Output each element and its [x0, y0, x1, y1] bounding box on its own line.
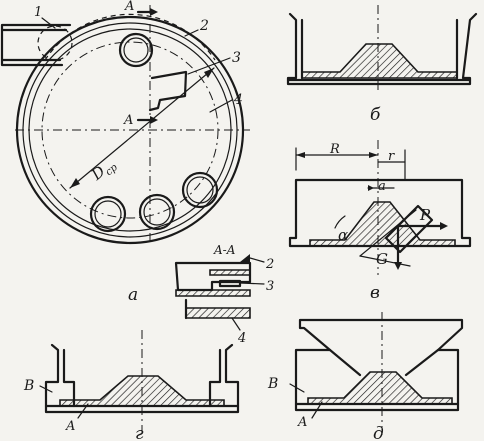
section-a-a: [174, 254, 265, 331]
view-g: [39, 330, 240, 436]
label-part-2: 2: [199, 18, 209, 34]
caption-v: в: [370, 283, 380, 303]
plan-view: [0, 5, 250, 245]
part-on-track: [118, 32, 154, 68]
force-G: G: [376, 250, 388, 268]
view-d: [289, 312, 464, 436]
caption-a: а: [128, 285, 138, 305]
section-marker-mid: A: [123, 113, 133, 128]
section-label-3: 3: [266, 279, 274, 294]
diameter-dim-line: [69, 67, 215, 189]
part-on-track: [89, 195, 127, 233]
section-label-2: 2: [265, 257, 274, 272]
label-A-d: A: [297, 415, 307, 430]
dim-R: R: [329, 142, 340, 157]
feed-chute: [0, 23, 72, 67]
part-on-track: [138, 193, 176, 231]
section-marker-top: A: [124, 0, 134, 14]
caption-d: д: [373, 424, 384, 441]
guide-3: [148, 70, 188, 112]
angle-alpha: α: [338, 226, 348, 244]
label-B-d: B: [267, 376, 278, 392]
force-P: P: [419, 206, 431, 224]
view-v: [288, 140, 472, 275]
view-b: [286, 5, 478, 90]
caption-g: г: [135, 424, 144, 441]
caption-b: б: [370, 105, 381, 125]
label-part-3: 3: [232, 50, 241, 66]
hidden-track: [44, 13, 216, 61]
dim-r: r: [388, 149, 395, 164]
chute-part-outline: [37, 25, 73, 61]
part-on-track: [181, 171, 219, 209]
dim-a: a: [378, 179, 386, 194]
section-label-4: 4: [237, 331, 246, 346]
label-part-4: 4: [233, 92, 243, 108]
label-B-g: B: [23, 378, 34, 394]
label-part-1: 1: [34, 5, 42, 20]
label-A-g: A: [65, 419, 75, 434]
section-title: A-A: [213, 243, 236, 257]
